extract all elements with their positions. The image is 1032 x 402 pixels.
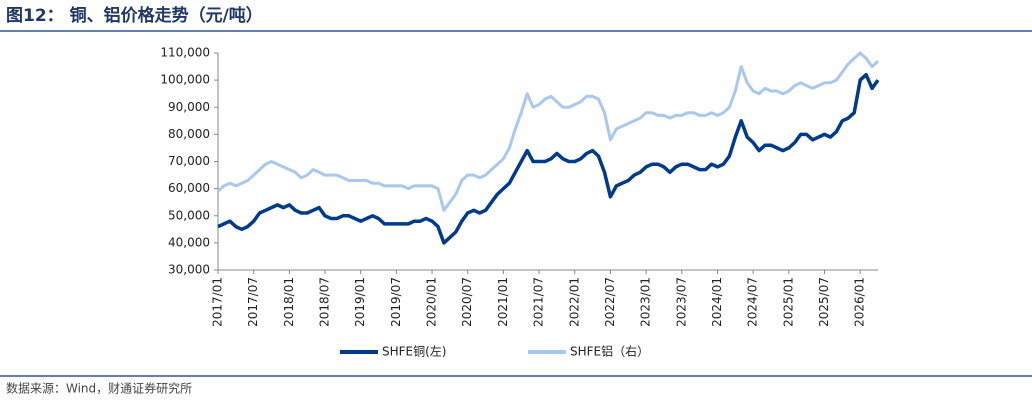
y-tick-label: 50,000 [168,208,210,222]
x-tick-label: 2018/01 [282,277,296,327]
y-tick-label: 110,000 [160,46,210,60]
x-tick-label: 2017/01 [211,277,225,327]
series-line [217,72,880,245]
x-tick-label: 2017/07 [246,277,260,327]
legend-label: SHFE铜(左) [382,344,447,359]
y-tick-label: 80,000 [168,127,210,141]
x-tick-label: 2021/01 [496,277,510,327]
y-tick-label: 30,000 [168,263,210,277]
x-tick-label: 2021/07 [532,277,546,327]
x-tick-label: 2024/07 [746,277,760,327]
x-tick-label: 2025/01 [781,277,795,327]
x-tick-label: 2025/07 [817,277,831,327]
x-tick-label: 2018/07 [318,277,332,327]
y-tick-label: 90,000 [168,100,210,114]
x-tick-label: 2020/07 [460,277,474,327]
source: 数据来源：Wind，财通证券研究所 [6,381,192,396]
x-tick-label: 2026/01 [853,277,867,327]
series-line [216,51,880,212]
legend-label: SHFE铝（右） [570,344,649,359]
y-tick-label: 100,000 [160,73,210,87]
x-tick-label: 2022/07 [603,277,617,327]
x-tick-label: 2020/01 [425,277,439,327]
x-tick-label: 2019/01 [353,277,367,327]
x-tick-label: 2019/07 [389,277,403,327]
x-tick-label: 2022/01 [567,277,581,327]
y-tick-label: 70,000 [168,154,210,168]
y-tick-label: 60,000 [168,181,210,195]
y-tick-label: 40,000 [168,235,210,249]
x-tick-label: 2023/07 [674,277,688,327]
chart-title: 图12： 铜、铝价格走势（元/吨） [6,5,263,26]
x-tick-label: 2023/01 [639,277,653,327]
x-tick-label: 2024/01 [710,277,724,327]
